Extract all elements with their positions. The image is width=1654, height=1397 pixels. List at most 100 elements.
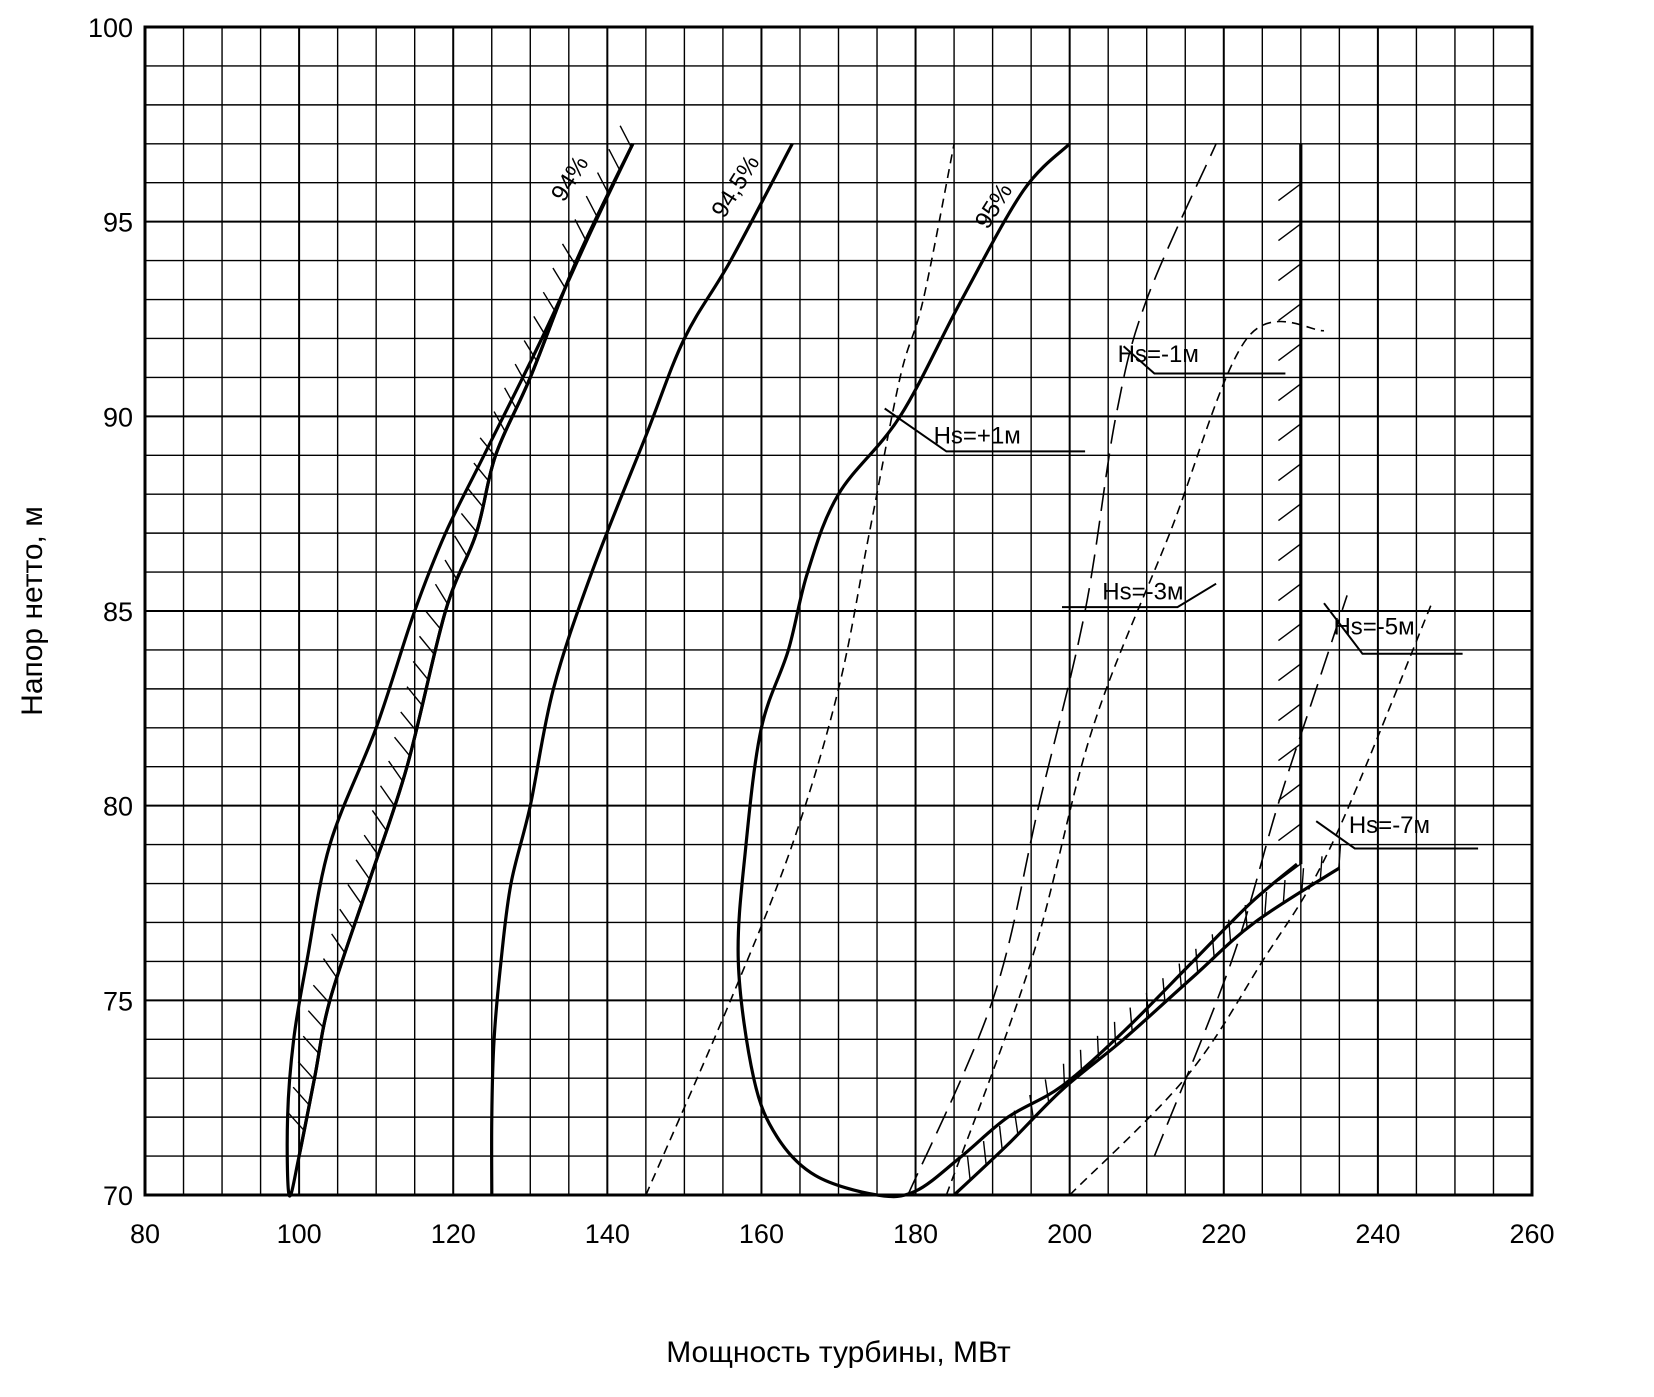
hatch-mark [297, 1061, 315, 1081]
hatch-mark [619, 125, 632, 148]
hatch-mark [1211, 934, 1215, 959]
efficiency-label: 95% [970, 178, 1018, 233]
efficiency-curve-95pct [736, 142, 1299, 1199]
x-tick-label: 260 [1509, 1219, 1554, 1249]
hs-leader-line [1122, 345, 1286, 375]
hatch-mark [400, 711, 417, 732]
hatch-mark [347, 884, 363, 905]
hatch-mark [1278, 783, 1302, 802]
hatch-mark [406, 686, 423, 706]
hatch-mark [533, 316, 547, 338]
hatch-mark [504, 387, 517, 410]
hatch-mark [1162, 978, 1166, 1003]
y-tick-label: 80 [103, 792, 133, 822]
hatch-mark [444, 559, 459, 581]
hs-leader-line [884, 407, 1086, 453]
hatch-mark [552, 267, 567, 289]
hatch-mark [302, 1035, 320, 1055]
hatch-mark [574, 219, 587, 242]
hatch-mark [966, 1156, 971, 1181]
hatch-mark [322, 958, 338, 979]
hatch-mark [418, 635, 436, 656]
hatch-mark [425, 610, 442, 631]
hs-line [945, 320, 1325, 1196]
hs-label: Hs=-5м [1333, 613, 1414, 640]
hatch-mark [1244, 905, 1248, 930]
y-tick-label: 70 [103, 1181, 133, 1211]
hatch-mark [412, 661, 429, 681]
hatch-mark [1278, 743, 1302, 762]
hatch-mark [1278, 183, 1302, 202]
hatch-mark [542, 291, 557, 314]
hatch-mark [1264, 891, 1268, 916]
x-axis-title: Мощность турбины, МВт [666, 1336, 1011, 1369]
hatch-mark [1278, 663, 1302, 682]
y-tick-label: 100 [88, 13, 133, 43]
hatch-mark [1228, 919, 1232, 944]
hatch-mark [1278, 823, 1302, 842]
hatch-mark [1278, 303, 1302, 322]
hatch-mark [1113, 1021, 1117, 1046]
hatch-mark [1319, 856, 1323, 881]
hatch-mark [355, 859, 371, 880]
hatch-mark [1079, 1049, 1083, 1074]
left-zone-boundary [297, 143, 635, 1157]
grid [144, 26, 1533, 1196]
labels: 94% 94,5% 95%Hs=+1мHs=-1мHs=-3мHs=-5мHs=-7… [546, 151, 1479, 850]
hatch-mark [1278, 583, 1302, 602]
hatch-mark [982, 1140, 987, 1165]
hatch-mark [493, 411, 507, 433]
curves [285, 142, 1433, 1199]
hatch-mark [467, 487, 484, 508]
hatch-mark [1278, 343, 1302, 362]
hatch-mark [1062, 1063, 1066, 1088]
y-tick-label: 90 [103, 402, 133, 432]
hatch-mark [998, 1125, 1003, 1150]
hatch-mark [1301, 868, 1305, 893]
hs-label: Hs=-3м [1102, 578, 1183, 605]
hatch-mark [339, 908, 355, 930]
hatch-mark [1278, 423, 1302, 442]
hatch-mark [473, 462, 490, 483]
x-tick-label: 100 [277, 1219, 322, 1249]
plot-frame [143, 25, 1534, 1197]
x-tick-label: 220 [1201, 1219, 1246, 1249]
hatch-mark [596, 172, 610, 195]
y-tick-label: 85 [103, 597, 133, 627]
y-axis-title: Напор нетто, м [16, 506, 49, 716]
hatch-mark [1338, 844, 1342, 869]
x-tick-label: 140 [585, 1219, 630, 1249]
hatch-mark [287, 1112, 305, 1132]
hatch-mark [523, 340, 538, 362]
x-tick-label: 80 [130, 1219, 160, 1249]
hatch-mark [1282, 880, 1286, 905]
hs-line [1069, 602, 1433, 1196]
hs-label: Hs=-1м [1118, 341, 1199, 368]
hatch-mark [585, 195, 598, 218]
hatch-mark [1013, 1110, 1019, 1135]
hatch-mark [1278, 623, 1302, 642]
hatch-mark [514, 363, 528, 386]
hatch-mark [371, 810, 387, 831]
efficiency-curve-94pct [285, 143, 635, 1198]
hatch-mark [1029, 1094, 1035, 1119]
hatch-mark [1278, 543, 1302, 562]
hatch-mark [434, 583, 449, 606]
hs-label: Hs=+1м [934, 423, 1021, 450]
hatch-mark [1044, 1079, 1050, 1104]
hatch-mark [331, 933, 346, 954]
bottom-right-boundary [953, 866, 1341, 1197]
hatch-mark [363, 834, 379, 856]
hatch-mark [454, 535, 468, 557]
hatch-mark [1178, 963, 1183, 988]
hatch-mark [1278, 263, 1302, 282]
hatch-mark [1278, 463, 1302, 482]
x-tick-label: 180 [893, 1219, 938, 1249]
hatch-mark [1145, 992, 1150, 1017]
hatch-mark [479, 437, 496, 457]
hatch-mark [1278, 863, 1302, 882]
hs-leader-line [1323, 602, 1463, 655]
efficiency-curve-94.5pct [490, 143, 794, 1196]
hs-leader-line [1062, 582, 1217, 609]
